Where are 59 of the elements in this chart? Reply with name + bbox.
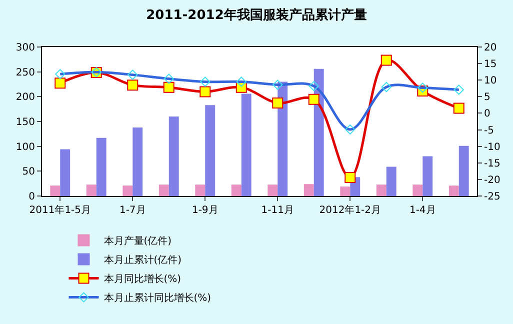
bar: [422, 156, 433, 196]
bar: [386, 166, 396, 196]
point: [344, 172, 356, 183]
legend-label: 本月止累计同比增长(%): [104, 292, 212, 304]
legend-label: 本月产量(亿件): [104, 235, 172, 248]
bar: [278, 82, 288, 196]
bar: [448, 186, 459, 196]
x-tick-label: 1-7月: [119, 205, 146, 216]
bar: [412, 184, 423, 196]
x-tick-label: 1-4月: [409, 205, 436, 216]
x-tick-label: 1-11月: [261, 205, 294, 216]
y2-tick-label: -5: [484, 125, 494, 136]
x-tick-label: 2011年1-5月: [29, 204, 92, 216]
bar: [458, 146, 469, 196]
y-tick-label: 150: [16, 117, 35, 128]
bar: [86, 184, 96, 196]
bar: [241, 94, 252, 196]
y-tick-label: 300: [16, 42, 35, 54]
bar: [168, 116, 179, 196]
point: [380, 54, 392, 66]
point: [308, 94, 320, 105]
chart-title: 2011-2012年我国服装产品累计产量: [146, 6, 367, 23]
bar: [304, 184, 314, 196]
point: [453, 102, 464, 114]
point: [272, 97, 284, 108]
bar: [122, 186, 133, 196]
bar: [158, 184, 169, 196]
y2-tick-label: 0: [484, 108, 490, 120]
bar: [132, 127, 143, 196]
point: [200, 86, 211, 98]
bar: [231, 184, 242, 196]
bar: [50, 186, 60, 196]
y2-tick-label: -10: [484, 142, 500, 153]
point: [54, 78, 66, 89]
y-tick-label: 100: [16, 142, 35, 153]
y-tick-label: 200: [16, 92, 35, 104]
y2-tick-label: -15: [484, 158, 500, 170]
bar: [60, 149, 70, 196]
x-tick-label: 2012年1-2月: [319, 204, 382, 216]
y2-tick-label: 15: [484, 59, 497, 70]
y2-tick-label: -20: [484, 174, 500, 186]
bar: [205, 105, 216, 196]
legend-label: 本月止累计(亿件): [104, 254, 182, 266]
x-tick-label: 1-9月: [192, 205, 218, 216]
y-tick-label: 0: [28, 192, 35, 202]
y2-tick-label: 10: [484, 76, 497, 87]
point: [127, 80, 138, 91]
bar: [195, 184, 206, 196]
y-tick-label: 50: [22, 166, 35, 178]
bar: [376, 184, 386, 196]
y-tick-label: 250: [16, 67, 35, 78]
y2-tick-label: -25: [484, 192, 500, 202]
y2-tick-label: 20: [484, 42, 497, 54]
y2-tick-label: 5: [484, 92, 490, 104]
legend-label: 本月同比增长(%): [104, 273, 182, 286]
bar: [268, 184, 278, 196]
bar: [340, 186, 350, 196]
bar: [96, 138, 106, 196]
point: [163, 82, 174, 93]
